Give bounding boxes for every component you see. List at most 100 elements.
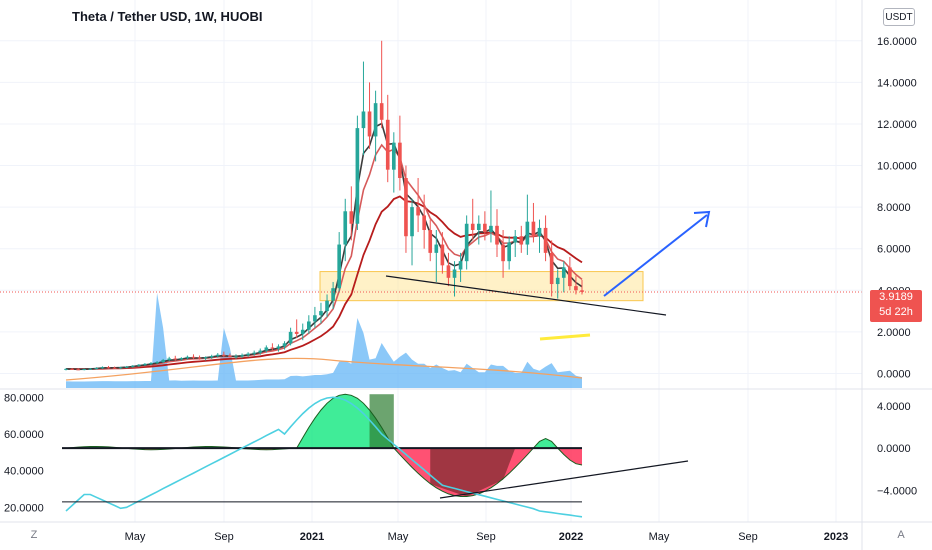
candle <box>476 215 481 245</box>
candlesticks <box>64 40 584 371</box>
candle <box>561 261 566 293</box>
trend-drawings <box>0 210 862 341</box>
candle-body <box>568 267 572 287</box>
candle <box>197 355 202 360</box>
candle-body <box>240 355 244 357</box>
zoom-toggle-button[interactable]: Z <box>30 529 38 541</box>
candle-body <box>222 354 226 356</box>
candle-body <box>391 142 396 170</box>
candle-body <box>464 223 469 262</box>
candle <box>440 232 445 274</box>
x-tick-label: 2023 <box>824 531 848 543</box>
candle-body <box>276 346 281 349</box>
candle-body <box>331 288 335 301</box>
candle <box>458 252 463 282</box>
candle-body <box>94 368 99 370</box>
candle-body <box>519 236 524 245</box>
candle <box>568 257 572 291</box>
candle <box>464 215 469 270</box>
candle <box>270 343 275 351</box>
auto-scale-button[interactable]: A <box>897 529 905 541</box>
candle-body <box>355 128 360 224</box>
osc-positive-area <box>66 394 582 449</box>
candle-body <box>404 178 408 237</box>
candle <box>137 364 141 367</box>
candle <box>385 94 390 183</box>
candle <box>446 252 451 287</box>
candle-body <box>385 119 390 170</box>
bar-countdown: 5d 22h <box>879 306 913 318</box>
candle <box>373 90 378 162</box>
candle-body <box>398 142 402 179</box>
candle-body <box>428 229 433 253</box>
candle <box>307 315 311 334</box>
candle-body <box>130 365 135 367</box>
currency-button[interactable]: USDT <box>883 8 915 26</box>
candle-body <box>337 244 341 289</box>
oscillator-pane: 80.0000 60.0000 40.0000 20.0000 4.0000 0.0000… <box>4 392 917 518</box>
candle <box>173 355 178 361</box>
osc-dark-negative <box>430 448 516 497</box>
candle-body <box>76 369 80 371</box>
price-tick-label: 0.0000 <box>877 368 911 380</box>
candle <box>428 219 433 262</box>
candle <box>325 294 329 318</box>
candle-body <box>349 211 354 224</box>
candle <box>337 232 341 293</box>
candle-body <box>319 311 323 316</box>
candle-body <box>549 252 554 285</box>
candle-body <box>379 103 384 120</box>
candle <box>252 350 257 356</box>
candle-body <box>440 244 445 266</box>
candle <box>519 225 524 253</box>
candle <box>313 306 317 328</box>
candle-body <box>294 331 299 334</box>
candle-body <box>112 367 117 369</box>
candle-body <box>143 363 147 365</box>
grid <box>0 0 862 522</box>
candle-body <box>476 223 481 230</box>
candle-body <box>118 367 123 369</box>
candle <box>203 356 208 361</box>
candle <box>574 275 578 295</box>
candle <box>149 362 153 366</box>
candle <box>355 115 360 230</box>
osc-right-tick-label: 4.0000 <box>877 401 911 413</box>
candle-body <box>489 225 493 233</box>
candle <box>343 198 348 262</box>
candle-body <box>252 352 257 354</box>
candle-body <box>495 225 499 245</box>
volume-area <box>65 293 583 388</box>
osc-right-tick-label: 0.0000 <box>877 443 911 455</box>
candle-body <box>161 359 165 363</box>
candle-body <box>88 368 93 370</box>
candle <box>240 353 244 359</box>
candle-body <box>197 357 202 359</box>
osc-trend-line <box>439 460 689 499</box>
candle-body <box>325 300 329 312</box>
candle-body <box>82 369 87 371</box>
candle <box>361 61 366 156</box>
candle-body <box>100 367 105 369</box>
osc-left-tick-label: 40.0000 <box>4 466 44 478</box>
candle <box>391 132 396 193</box>
forecast-arrow-head <box>693 210 711 228</box>
candle-body <box>288 331 293 344</box>
forecast-arrow-shaft <box>603 214 708 297</box>
candle-body <box>470 223 475 230</box>
candle-body <box>343 211 348 245</box>
candle-body <box>458 261 463 270</box>
candle <box>549 240 554 297</box>
osc-outline <box>65 393 583 497</box>
candle <box>234 354 238 359</box>
candle <box>64 368 68 371</box>
support-zone <box>319 271 644 302</box>
candle-body <box>203 357 208 359</box>
candle-body <box>525 221 530 245</box>
candle <box>124 365 129 369</box>
candle <box>167 356 172 362</box>
candle <box>452 261 457 297</box>
osc-left-tick-label: 80.0000 <box>4 392 44 404</box>
x-tick-label: 2022 <box>559 531 583 543</box>
